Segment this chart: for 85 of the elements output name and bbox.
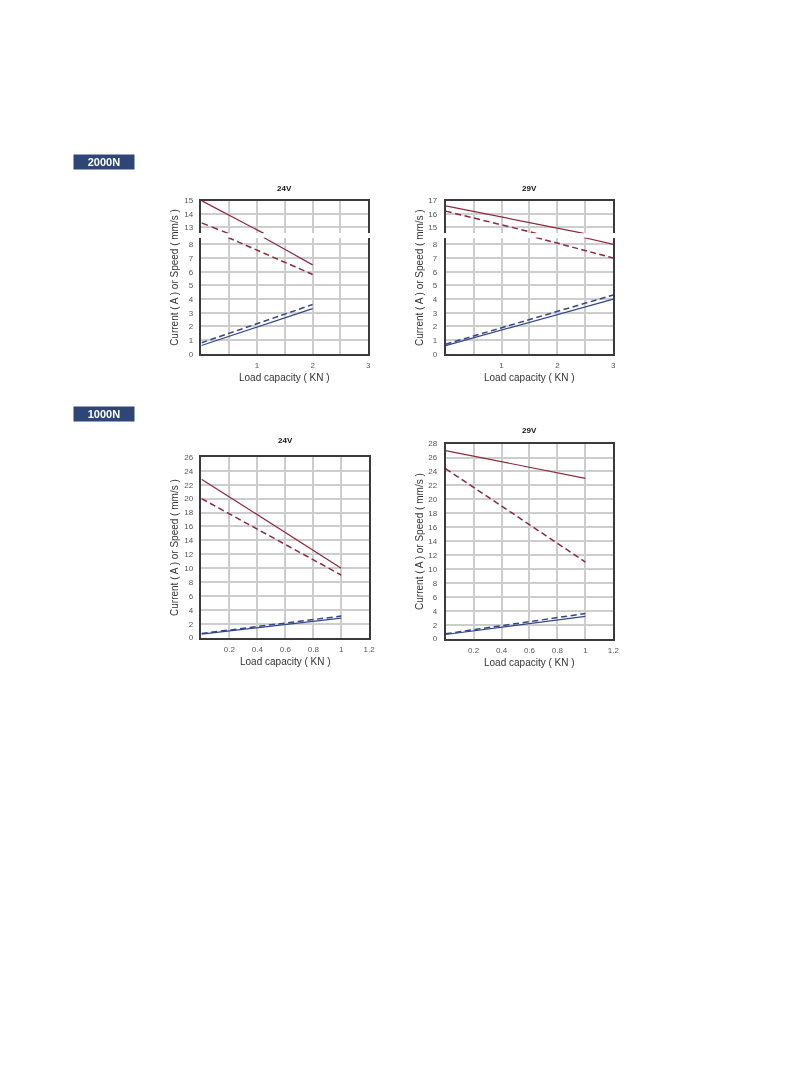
y-axis-title: Current ( A ) or Speed ( mm/s ): [169, 209, 181, 346]
x-axis-title: Load capacity ( KN ): [240, 656, 331, 667]
y-tick-label: 8: [188, 577, 194, 587]
x-tick-label: 2: [555, 361, 561, 371]
y-tick-label: 18: [184, 508, 194, 518]
y-tick-label: 6: [188, 267, 194, 277]
y-axis-title: Current ( A ) or Speed ( mm/s ): [413, 473, 425, 610]
y-tick-label: 26: [428, 453, 438, 463]
y-tick-label: 22: [184, 480, 194, 490]
y-tick-label: 3: [188, 308, 194, 318]
chart-title: 24V: [277, 184, 292, 193]
y-tick-label: 1: [188, 335, 194, 345]
chart-title: 24V: [278, 436, 293, 445]
x-tick-label: 0.4: [251, 645, 264, 655]
y-tick-label: 5: [432, 281, 438, 291]
y-tick-label: 20: [428, 495, 438, 505]
y-tick-label: 2: [432, 620, 438, 630]
y-tick-label: 16: [428, 209, 438, 219]
y-tick-label: 6: [432, 267, 438, 277]
x-axis-title: Load capacity ( KN ): [484, 372, 575, 383]
y-tick-label: 24: [184, 466, 194, 476]
y-tick-label: 16: [184, 522, 194, 532]
x-tick-label: 0.4: [495, 646, 508, 655]
x-tick-label: 1: [499, 361, 505, 371]
text: 2000N: [87, 156, 121, 168]
y-tick-label: 2: [188, 619, 194, 629]
y-tick-label: 18: [428, 509, 438, 519]
x-tick-label: 3: [611, 361, 617, 371]
y-tick-label: 15: [184, 196, 194, 206]
y-tick-label: 12: [428, 550, 438, 560]
x-tick-label: 1.2: [363, 645, 376, 655]
x-tick-label: 1.2: [607, 646, 620, 655]
y-tick-label: 5: [188, 281, 194, 291]
x-tick-label: 0.8: [307, 645, 320, 655]
y-tick-label: 6: [188, 591, 194, 601]
y-tick-label: 12: [184, 550, 194, 560]
x-tick-label: 0.2: [223, 645, 236, 655]
y-tick-label: 0: [432, 349, 438, 359]
y-tick-label: 10: [428, 564, 438, 574]
y-tick-label: 14: [184, 209, 194, 219]
x-tick-label: 0.6: [523, 646, 536, 655]
y-tick-label: 28: [428, 439, 438, 449]
y-tick-label: 0: [188, 349, 194, 359]
x-tick-label: 0.8: [551, 646, 564, 655]
y-tick-label: 14: [428, 536, 438, 546]
x-tick-label: 2: [310, 361, 316, 371]
y-tick-label: 7: [432, 253, 438, 263]
y-tick-label: 3: [432, 308, 438, 318]
y-tick-label: 8: [188, 240, 194, 250]
x-tick-label: 1: [583, 646, 589, 655]
y-tick-label: 22: [428, 481, 438, 491]
x-tick-label: 0.6: [279, 645, 292, 655]
y-tick-label: 1: [432, 335, 438, 345]
y-tick-label: 4: [188, 294, 194, 304]
y-tick-label: 7: [188, 253, 194, 263]
y-tick-label: 20: [184, 494, 194, 504]
y-tick-label: 4: [432, 606, 438, 616]
y-tick-label: 17: [428, 196, 438, 206]
x-axis-title: Load capacity ( KN ): [484, 657, 575, 668]
x-tick-label: 1: [339, 645, 345, 655]
y-tick-label: 13: [184, 222, 194, 232]
y-axis-title: Current ( A ) or Speed ( mm/s ): [169, 479, 181, 616]
x-tick-label: 1: [254, 361, 260, 371]
chart-title: 29V: [522, 184, 537, 193]
y-tick-label: 10: [184, 563, 194, 573]
y-tick-label: 15: [428, 222, 438, 232]
y-tick-label: 24: [428, 467, 438, 477]
y-tick-label: 16: [428, 523, 438, 532]
text: 1000N: [87, 408, 121, 420]
x-tick-label: 0.2: [467, 646, 480, 655]
y-tick-label: 14: [184, 536, 194, 546]
y-tick-label: 4: [432, 294, 438, 304]
y-tick-label: 0: [432, 634, 438, 644]
y-tick-label: 8: [432, 578, 438, 588]
y-tick-label: 0: [188, 633, 194, 643]
y-tick-label: 2: [432, 322, 438, 332]
y-axis-title: Current ( A ) or Speed ( mm/s ): [413, 209, 425, 347]
x-tick-label: 3: [365, 361, 371, 371]
y-tick-label: 8: [432, 240, 438, 250]
y-tick-label: 26: [184, 452, 194, 462]
chart-title: 29V: [522, 426, 537, 435]
y-tick-label: 2: [188, 322, 194, 332]
x-axis-title: Load capacity ( KN ): [239, 372, 330, 383]
y-tick-label: 4: [188, 605, 194, 615]
y-tick-label: 6: [432, 592, 438, 602]
